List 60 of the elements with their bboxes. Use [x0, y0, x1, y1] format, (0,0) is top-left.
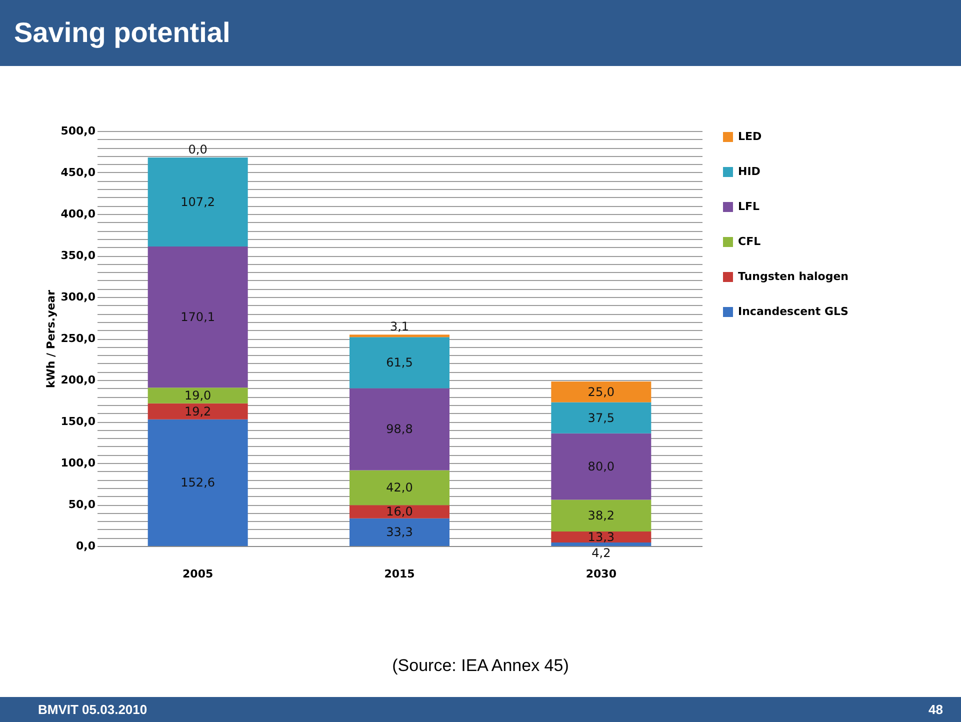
y-tick-label: 450,0: [60, 166, 96, 179]
data-label: 3,1: [390, 320, 410, 334]
bar: [148, 403, 248, 420]
legend-label: LED: [738, 130, 762, 143]
y-tick-label: 350,0: [60, 249, 96, 262]
bar: [350, 470, 450, 506]
bar: [551, 433, 652, 500]
data-label: 37,5: [588, 410, 615, 425]
y-tick-label: 250,0: [60, 332, 96, 345]
bar: [350, 388, 450, 470]
x-tick-label: 2015: [384, 568, 415, 580]
data-label: 152,6: [180, 476, 216, 490]
bar: [350, 337, 450, 388]
legend-label: Incandescent GLS: [738, 305, 849, 318]
bar: [551, 542, 652, 546]
text: (Source: IEA Annex 45): [391, 656, 570, 676]
y-tick-label: 500,0: [60, 124, 96, 138]
data-label: 42,0: [386, 480, 413, 495]
chart-title: Saving potential: [0, 0, 961, 66]
bar: [148, 157, 248, 246]
data-label: 19,0: [184, 388, 212, 403]
bar: [148, 388, 248, 404]
y-tick-label: 200,0: [60, 374, 96, 386]
data-label: 170,1: [180, 310, 216, 324]
bar: [350, 334, 450, 338]
y-tick-label: 150,0: [60, 415, 96, 428]
bar: [551, 500, 652, 532]
bar: [551, 381, 652, 402]
x-tick-label: 2030: [586, 568, 617, 580]
y-tick-label: 0,0: [76, 540, 96, 552]
bar: [148, 246, 248, 388]
data-label: 4,2: [592, 546, 611, 560]
y-tick-label: 100,0: [60, 456, 96, 470]
legend-label: LFL: [738, 200, 760, 213]
text: BMVIT 05.03.2010: [38, 701, 148, 719]
data-label: 13,3: [588, 530, 615, 544]
x-tick-label: 2005: [182, 568, 214, 580]
data-label: 16,0: [386, 504, 413, 519]
legend-label: HID: [738, 165, 760, 178]
y-tick-label: 50,0: [68, 498, 96, 511]
legend-label: CFL: [738, 235, 761, 248]
bar: [551, 402, 652, 434]
y-tick-label: 400,0: [60, 208, 96, 220]
data-label: 19,2: [184, 404, 212, 418]
data-label: 33,3: [386, 525, 413, 540]
y-tick-label: 300,0: [60, 290, 96, 304]
data-label: 61,5: [386, 356, 413, 370]
bar: [350, 518, 450, 546]
data-label: 0,0: [188, 142, 208, 156]
y-axis-title: kWh / Pers.year: [44, 289, 58, 388]
bar: [350, 505, 450, 518]
data-label: 38,2: [588, 508, 615, 523]
data-label: 80,0: [588, 460, 615, 474]
bar: [148, 419, 248, 546]
data-label: 107,2: [180, 194, 216, 209]
text: 48: [928, 701, 943, 719]
data-label: 98,8: [386, 422, 413, 436]
bar: [551, 531, 652, 543]
data-label: 25,0: [588, 384, 615, 399]
legend-label: Tungsten halogen: [738, 270, 849, 283]
